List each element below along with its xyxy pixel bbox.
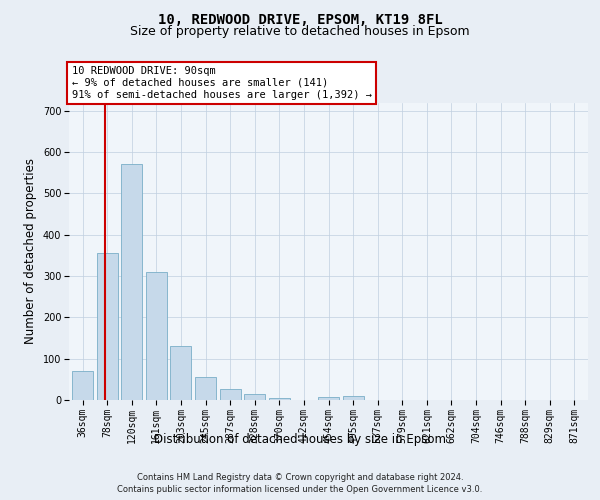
Bar: [244, 394, 265, 400]
Text: Contains public sector information licensed under the Open Government Licence v3: Contains public sector information licen…: [118, 485, 482, 494]
Text: Distribution of detached houses by size in Epsom: Distribution of detached houses by size …: [154, 432, 446, 446]
Bar: [146, 272, 167, 400]
Text: 10 REDWOOD DRIVE: 90sqm
← 9% of detached houses are smaller (141)
91% of semi-de: 10 REDWOOD DRIVE: 90sqm ← 9% of detached…: [71, 66, 371, 100]
Bar: [343, 396, 364, 400]
Bar: [269, 398, 290, 400]
Bar: [170, 346, 191, 400]
Bar: [121, 164, 142, 400]
Y-axis label: Number of detached properties: Number of detached properties: [25, 158, 37, 344]
Bar: [220, 389, 241, 400]
Text: Contains HM Land Registry data © Crown copyright and database right 2024.: Contains HM Land Registry data © Crown c…: [137, 472, 463, 482]
Bar: [72, 371, 93, 400]
Bar: [195, 378, 216, 400]
Text: 10, REDWOOD DRIVE, EPSOM, KT19 8FL: 10, REDWOOD DRIVE, EPSOM, KT19 8FL: [158, 12, 442, 26]
Text: Size of property relative to detached houses in Epsom: Size of property relative to detached ho…: [130, 25, 470, 38]
Bar: [97, 254, 118, 400]
Bar: [318, 396, 339, 400]
